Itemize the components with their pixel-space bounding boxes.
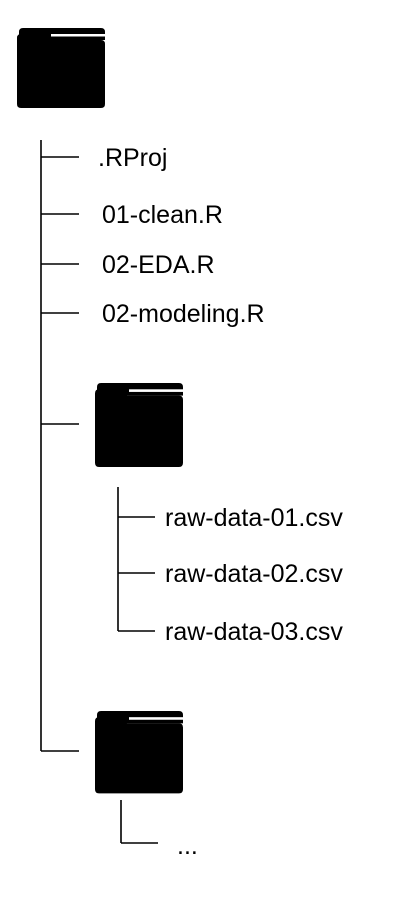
file-modeling-r: 02-modeling.R bbox=[102, 300, 265, 328]
root-folder-icon bbox=[17, 28, 105, 108]
file-raw-data-02: raw-data-02.csv bbox=[165, 560, 343, 588]
ellipsis-placeholder: ... bbox=[177, 832, 198, 860]
file-raw-data-03: raw-data-03.csv bbox=[165, 618, 343, 646]
root-tree-lines bbox=[40, 140, 79, 752]
file-rproj: .RProj bbox=[98, 144, 167, 172]
data-folder-tree-lines bbox=[117, 487, 155, 632]
file-raw-data-01: raw-data-01.csv bbox=[165, 504, 343, 532]
other-folder-icon bbox=[95, 711, 183, 794]
file-clean-r: 01-clean.R bbox=[102, 201, 223, 229]
file-eda-r: 02-EDA.R bbox=[102, 251, 215, 279]
data-folder-icon bbox=[95, 383, 183, 467]
other-folder-tree-lines bbox=[120, 800, 158, 844]
